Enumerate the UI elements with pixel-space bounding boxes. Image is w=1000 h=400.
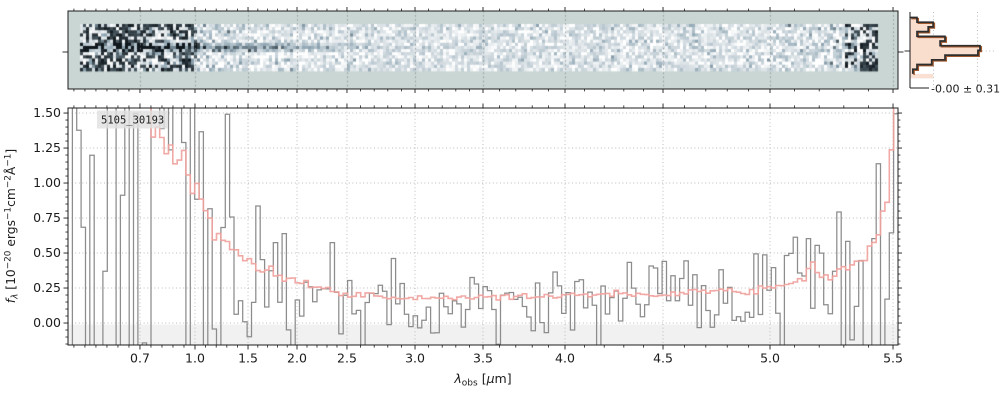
x-tick-label: 3.0 [405, 351, 425, 366]
y-tick-label: 0.00 [33, 315, 61, 330]
y-tick-label: 1.50 [33, 105, 61, 120]
model-spectrum-line [145, 108, 895, 301]
x-tick-label: 5.0 [760, 351, 780, 366]
profile-histogram-axes [904, 12, 995, 89]
x-axis-label: λobs [μm] [453, 371, 511, 388]
y-tick-label: 0.25 [33, 280, 61, 295]
y-tick-label: 0.75 [33, 210, 61, 225]
x-tick-label: 2.5 [337, 351, 357, 366]
spectrum-2d-frame [67, 10, 899, 90]
profile-model-step [911, 17, 983, 76]
source-id-label: 5105_30193 [101, 115, 164, 127]
x-tick-label: 3.5 [473, 351, 493, 366]
x-tick-label: 1.0 [185, 351, 205, 366]
x-tick-label: 5.5 [883, 351, 903, 366]
main-spectrum-axes: 0.7 1.0 1.5 2.0 2.5 3.0 3.5 4.0 4.5 5.0 5.5 0.00 0.2… [33, 103, 903, 366]
main-axes-frame [67, 107, 899, 346]
x-tick-label: 2.0 [287, 351, 307, 366]
profile-stats-annotation: -0.00 ± 0.31 [931, 83, 1000, 96]
x-tick-label: 1.5 [238, 351, 258, 366]
spectrum-2d-image [68, 11, 898, 89]
observed-spectrum-line [71, 108, 898, 345]
profile-histogram-tail [910, 73, 933, 79]
spectrum-2d-axes [62, 7, 904, 93]
profile-data-step [910, 16, 981, 74]
source-id-box [97, 110, 168, 129]
below-zero-band [68, 324, 898, 345]
y-tick-label: 0.50 [33, 245, 61, 260]
x-tick-label: 0.7 [130, 351, 150, 366]
y-tick-label: 1.25 [33, 140, 61, 155]
y-tick-label: 1.00 [33, 175, 61, 190]
x-tick-label: 4.5 [653, 351, 673, 366]
text-layer: 5105_30193 -0.00 ± 0.31 λobs [μm] fλ [10… [3, 83, 1000, 389]
y-axis-label: fλ [10−20 ergs−1cm−2Å−1] [3, 149, 20, 304]
x-tick-label: 4.0 [555, 351, 575, 366]
